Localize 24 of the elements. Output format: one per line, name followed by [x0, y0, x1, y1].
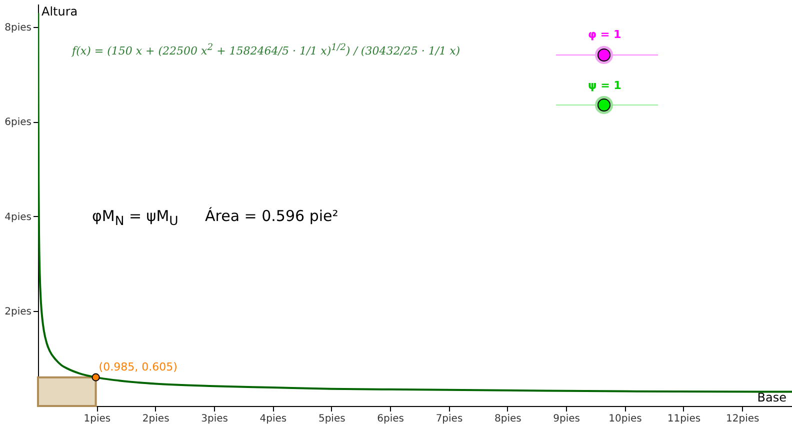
x-tick-label: 11pies — [667, 414, 701, 424]
annotation: (0.985, 0.605) — [98, 360, 178, 374]
y-tick-label: 2pies — [4, 306, 32, 318]
x-tick-label: 5pies — [318, 414, 346, 424]
annotation: Área = 0.596 pie² — [205, 207, 338, 225]
x-tick-label: 6pies — [377, 414, 404, 424]
y-tick-label: 8pies — [4, 22, 32, 34]
x-axis-title: Base — [757, 390, 786, 404]
y-tick-label: 6pies — [4, 117, 32, 128]
x-tick-label: 10pies — [608, 414, 642, 424]
x-tick-label: 9pies — [553, 414, 580, 424]
x-tick-label: 2pies — [142, 414, 170, 424]
annotation: φM$_{N}$ = ψM$_{U}$ — [92, 207, 178, 228]
x-tick-label: 7pies — [436, 414, 463, 424]
x-tick-label: 3pies — [201, 414, 228, 424]
x-tick-label: 1pies — [84, 414, 111, 424]
annotation: φ = 1 — [588, 28, 622, 41]
x-tick-label: 8pies — [494, 414, 522, 424]
y-tick-label: 4pies — [4, 212, 32, 223]
annotation: f(x) = (150 x + (22500 x$^{2}$ + 1582464/5 · 1/1 x)$^{1/2}$) / (30432/25 · 1/1 x) — [72, 42, 460, 58]
x-tick-label: 4pies — [260, 414, 287, 424]
y-axis-title: Altura — [42, 4, 78, 18]
annotation: ψ = 1 — [588, 79, 622, 92]
x-tick-label: 12pies — [726, 414, 760, 424]
